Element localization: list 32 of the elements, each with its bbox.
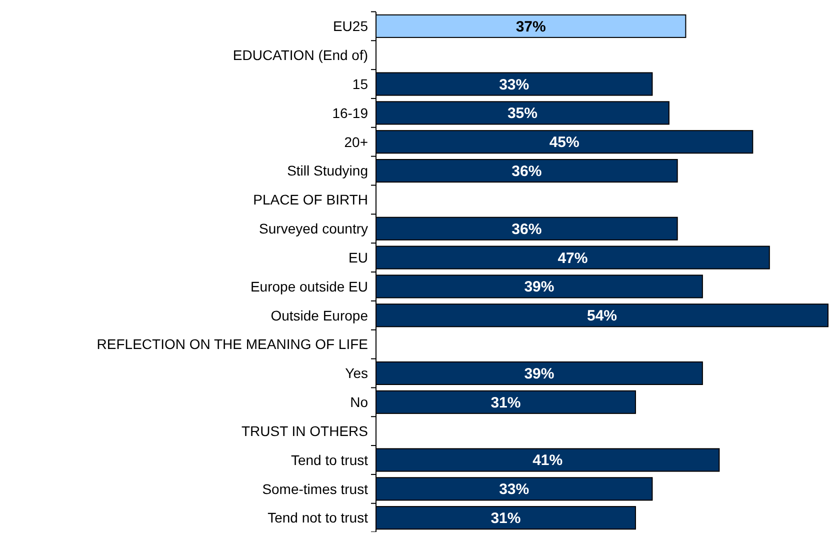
data-label: 45% <box>549 134 580 152</box>
data-label: 35% <box>507 105 538 122</box>
y-tick-label: REFLECTION ON THE MEANING OF LIFE <box>96 336 368 352</box>
y-tick-label: Europe outside EU <box>250 278 368 294</box>
y-tick-label: EU25 <box>332 18 368 34</box>
y-tick-label: 16-19 <box>332 104 368 121</box>
y-tick-label: EU <box>348 249 368 266</box>
data-label: 31% <box>490 394 521 412</box>
data-label: 37% <box>516 18 546 36</box>
data-label: 39% <box>524 278 554 296</box>
data-label: 47% <box>558 250 588 267</box>
y-tick-label: Still Studying <box>287 162 368 179</box>
data-label: 39% <box>524 365 554 382</box>
data-label: 36% <box>512 163 542 180</box>
data-label: 36% <box>512 220 542 238</box>
y-tick-label: TRUST IN OTHERS <box>241 422 368 439</box>
y-tick-label: Tend not to trust <box>268 510 368 526</box>
y-tick-label: Some-times trust <box>262 480 368 497</box>
data-label: 41% <box>532 452 563 470</box>
data-label: 54% <box>586 308 618 325</box>
data-label: 33% <box>499 76 530 94</box>
y-tick-label: PLACE OF BIRTH <box>253 192 368 208</box>
y-tick-label: Surveyed country <box>259 220 368 237</box>
y-tick-label: No <box>350 394 368 410</box>
y-tick-label: Outside Europe <box>270 307 368 324</box>
data-label: 31% <box>490 510 521 528</box>
y-tick-label: 15 <box>352 76 368 92</box>
y-tick-label: 20+ <box>344 134 368 150</box>
y-tick-label: Tend to trust <box>290 452 368 468</box>
y-tick-label: EDUCATION (End of) <box>232 46 368 63</box>
y-tick-label: Yes <box>345 365 368 382</box>
data-label: 33% <box>499 481 530 498</box>
